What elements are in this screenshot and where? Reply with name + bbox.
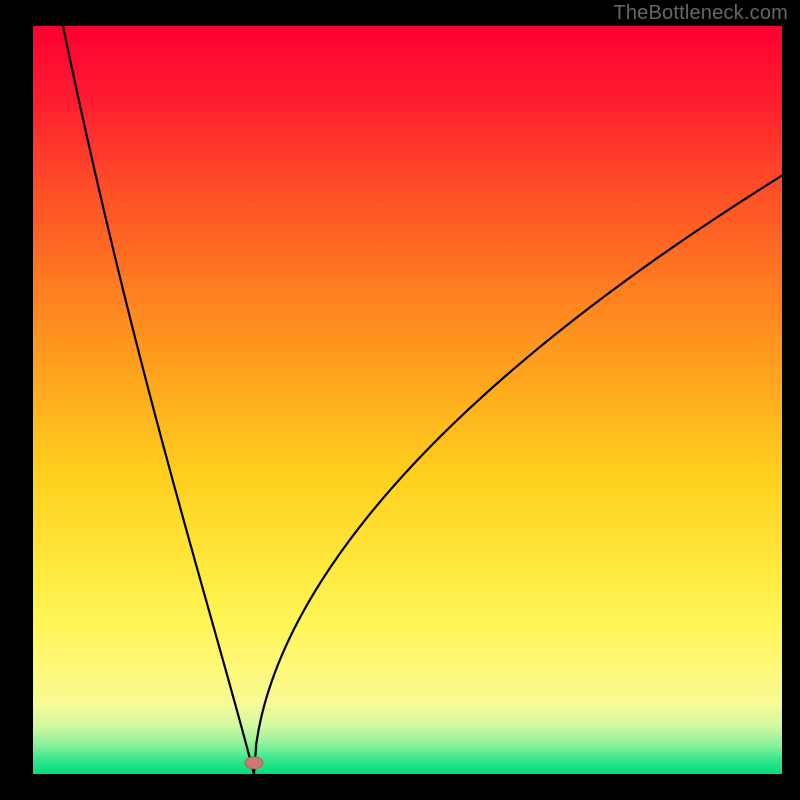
bottleneck-chart <box>0 0 800 800</box>
chart-root: TheBottleneck.com <box>0 0 800 800</box>
minimum-marker <box>245 757 263 769</box>
gradient-plot-background <box>33 26 782 774</box>
